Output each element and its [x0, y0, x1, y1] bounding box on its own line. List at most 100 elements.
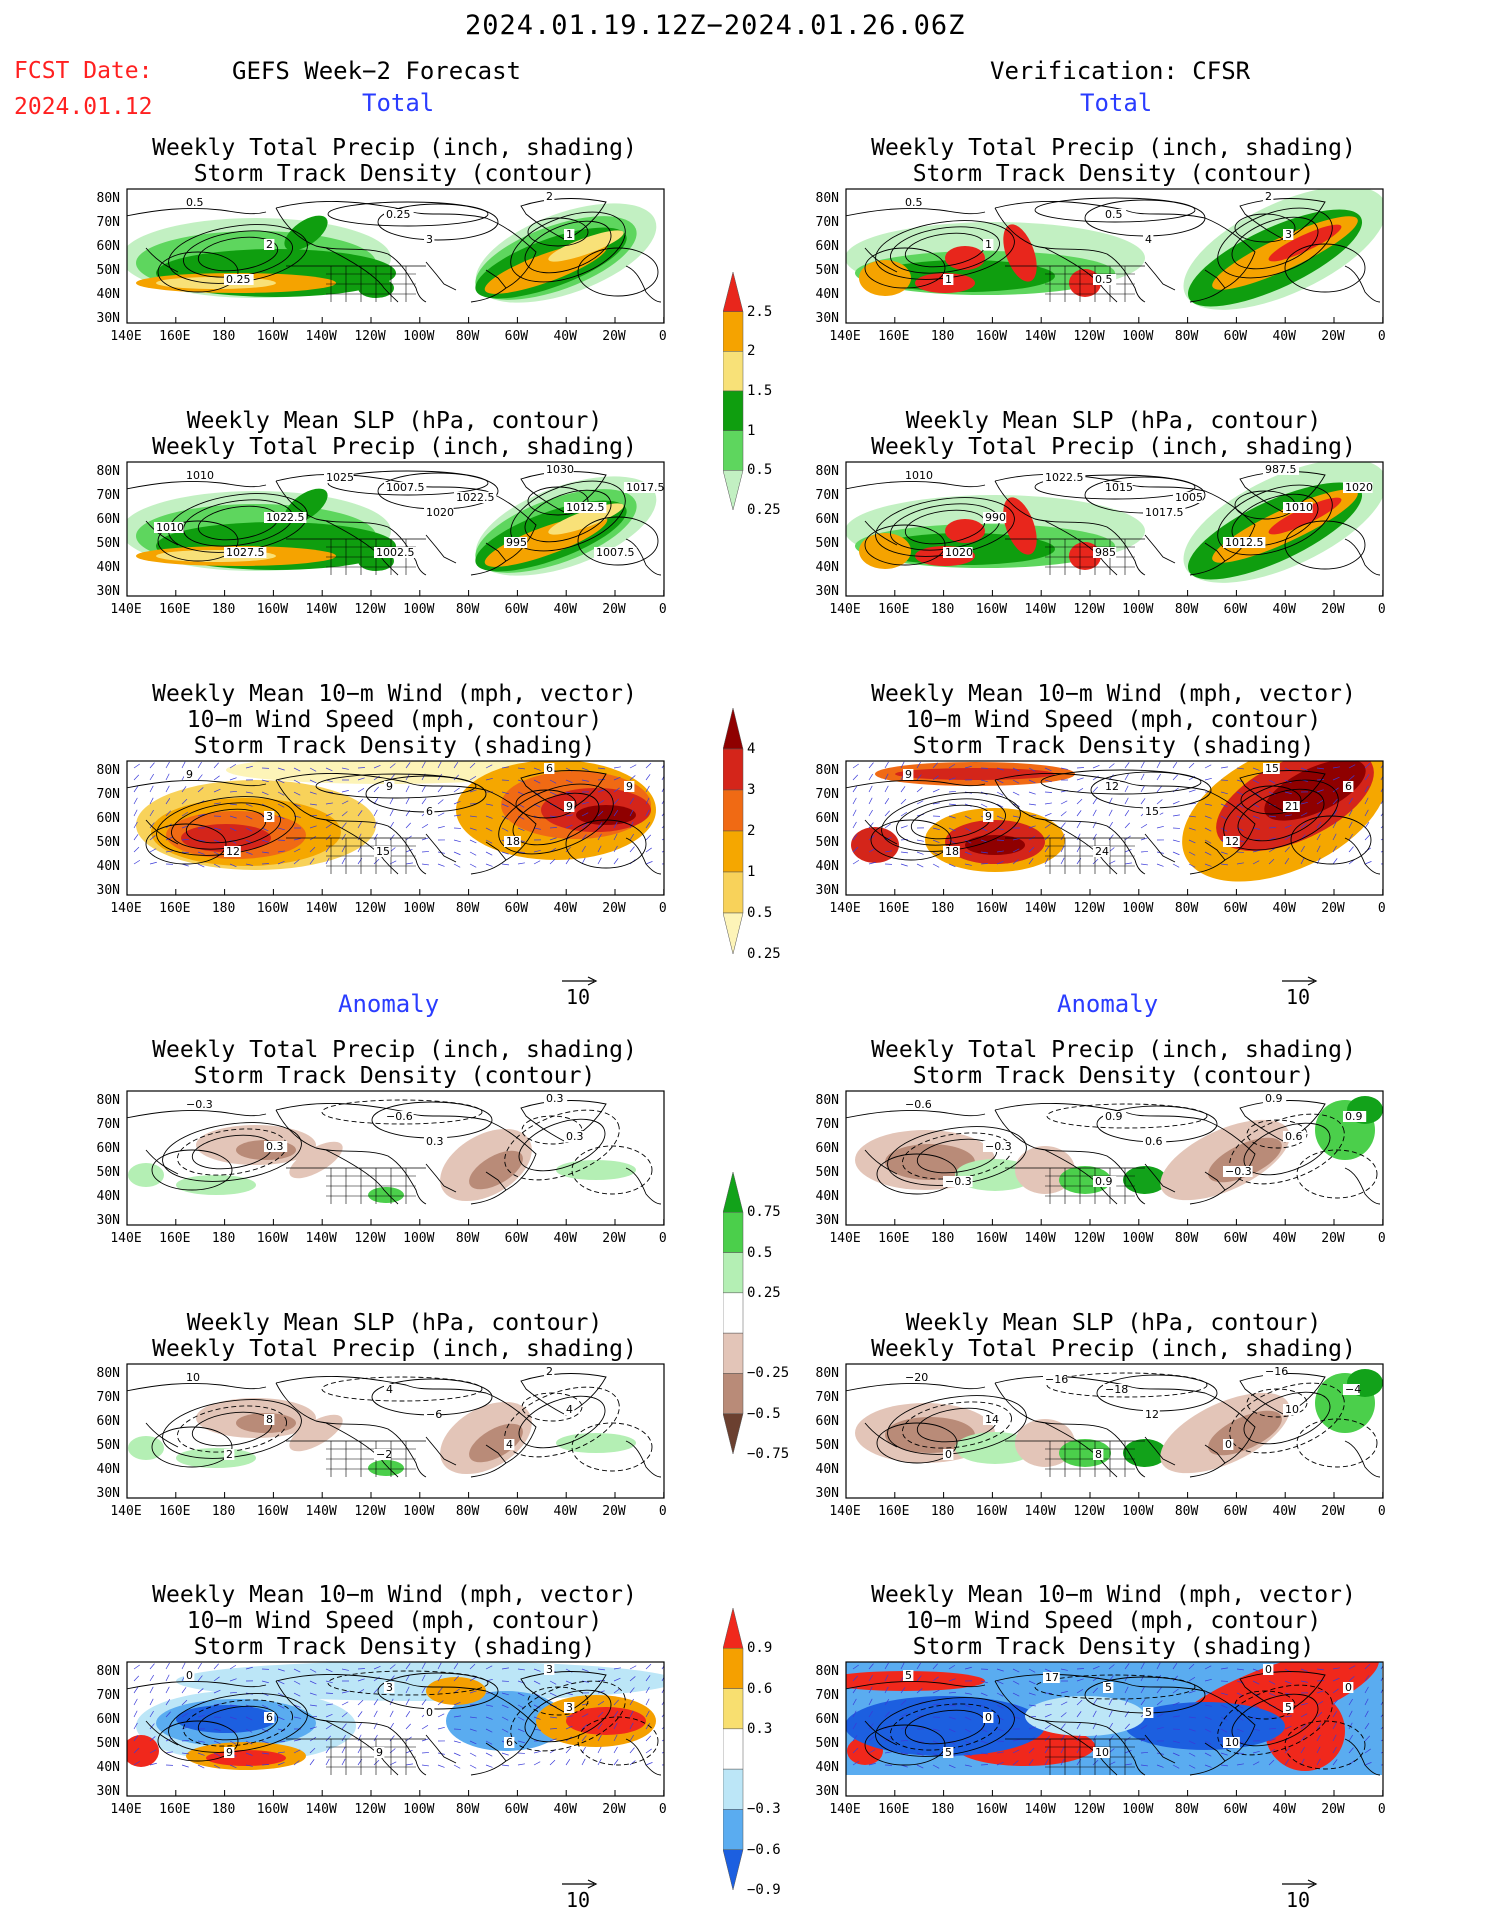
wind-vector: [1252, 815, 1260, 819]
verif-anom-slp-title-0: Weekly Mean SLP (hPa, contour): [905, 1310, 1322, 1336]
verif-anom-slp-lon-10: 20W: [1321, 1504, 1345, 1519]
wind-vector: [645, 774, 651, 781]
contour-label: 24: [1095, 845, 1109, 858]
anomaly-label-right: Anomaly: [1057, 990, 1159, 1018]
wind-vector: [1364, 809, 1369, 817]
shading-blob: [556, 1160, 636, 1180]
colorbar-total-density: [723, 708, 744, 955]
contour-line: [577, 247, 659, 297]
contour-label-bg: [1343, 482, 1373, 493]
verif-anom-precip-map: −0.60.90.9−0.3 0.6 0.6−0.3 0.9−0.30.9: [845, 1090, 1384, 1226]
wind-vector: [453, 1740, 461, 1744]
wind-vector: [229, 863, 237, 868]
fcst-anom-precip-lat-0: 80N: [96, 1093, 120, 1108]
wind-vector: [1284, 1715, 1292, 1718]
coastline: [1204, 1171, 1226, 1191]
wind-vector: [932, 775, 939, 781]
wind-vector: [133, 763, 140, 769]
wind-vector: [1364, 785, 1369, 793]
wind-vector: [229, 790, 238, 793]
verif-total-precip-lon-0: 140E: [829, 329, 861, 344]
wind-vector: [948, 1740, 956, 1745]
verif-anom-wind-lon-4: 140W: [1024, 1802, 1056, 1817]
wind-vector: [517, 1728, 525, 1733]
contour-line: [197, 1705, 279, 1741]
wind-vector: [533, 1716, 541, 1720]
contour-label: 0.6: [1145, 1135, 1163, 1148]
verif-total-precip-lon-11: 0: [1377, 329, 1386, 344]
fcst-total-slp-title-0: Weekly Mean SLP (hPa, contour): [186, 408, 603, 434]
contour-label-bg: [184, 1099, 214, 1110]
wind-vector: [181, 798, 188, 805]
verif-total-precip-lon-3: 160W: [975, 329, 1008, 344]
wind-vector: [1124, 1723, 1130, 1730]
fcst-anom-precip-lon-1: 160E: [159, 1231, 191, 1246]
wind-vector: [1140, 761, 1145, 769]
wind-vector: [1268, 1738, 1276, 1742]
wind-vector: [1204, 863, 1212, 867]
wind-vector: [165, 810, 171, 817]
verif-total-slp-lon-9: 40W: [1272, 602, 1296, 617]
contour-line: [157, 1720, 239, 1762]
wind-vector: [469, 839, 477, 844]
wind-vector: [453, 1675, 459, 1682]
fcst-anom-slp-title-0: Weekly Mean SLP (hPa, contour): [186, 1310, 603, 1336]
wind-vector: [868, 797, 873, 805]
contour-line: [889, 1703, 1001, 1751]
wind-vector: [1044, 1713, 1052, 1718]
fcst-total-wind-lat-3: 50N: [96, 835, 120, 850]
contour-label: 0.5: [1105, 208, 1123, 221]
contour-label-bg: [1143, 507, 1186, 518]
verif-anom-wind-lon-8: 60W: [1223, 1802, 1248, 1817]
fcst-total-precip-lon-6: 100W: [403, 329, 435, 344]
fcst-anom-slp-lon-1: 160E: [159, 1504, 191, 1519]
wind-vector: [341, 800, 349, 805]
wind-vector: [900, 1712, 908, 1718]
contour-label-bg: [1143, 1136, 1167, 1147]
wind-vector: [1060, 767, 1068, 770]
verif-anom-wind-title-2: Storm Track Density (shading): [912, 1634, 1315, 1660]
wind-vector: [437, 1713, 445, 1718]
fcst-anom-slp-lon-9: 40W: [553, 1504, 577, 1519]
wind-vector: [1204, 1752, 1212, 1757]
fcst-anom-slp-lon-6: 100W: [403, 1504, 435, 1519]
wind-vector: [1156, 773, 1161, 781]
wind-vector: [916, 863, 924, 868]
wind-vector: [1332, 1667, 1340, 1670]
wind-vector: [453, 814, 461, 817]
shading-blob: [289, 1414, 343, 1452]
contour-label: 990: [985, 511, 1006, 524]
contour-line: [162, 1122, 302, 1182]
wind-vector: [1284, 791, 1292, 795]
fcst-anom-precip-lon-10: 20W: [602, 1231, 626, 1246]
wind-vector: [453, 851, 461, 856]
wind-vector: [1076, 788, 1084, 793]
fcst-anom-wind-lon-11: 0: [658, 1802, 667, 1817]
wind-vector: [565, 1680, 573, 1685]
wind-vector: [149, 1749, 157, 1754]
wind-vector: [485, 1764, 493, 1768]
verif-total-precip-lat-2: 60N: [815, 239, 839, 254]
wind-vector: [325, 1724, 332, 1730]
wind-vector: [1220, 863, 1228, 866]
wind-vector: [149, 1762, 157, 1766]
contour-label: −0.3: [1225, 1165, 1252, 1178]
wind-vector: [980, 1740, 988, 1744]
map-frame: [845, 188, 1384, 324]
contour-line: [864, 1724, 946, 1766]
wind-vector: [1284, 1758, 1290, 1766]
wind-vector: [341, 1668, 349, 1671]
wind-vector: [437, 812, 445, 817]
wind-vector: [245, 863, 253, 866]
wind-vector: [1204, 815, 1212, 819]
wind-vector: [341, 767, 349, 770]
wind-vector: [645, 847, 652, 853]
wind-vector: [852, 1760, 860, 1766]
wind-vector: [1124, 862, 1132, 865]
contour-line: [182, 1699, 294, 1747]
contour-label: 2: [266, 238, 273, 251]
coastline: [127, 207, 267, 217]
wind-vector: [629, 1734, 634, 1742]
fcst-total-precip-lon-1: 160E: [159, 329, 191, 344]
wind-vector: [149, 797, 154, 805]
